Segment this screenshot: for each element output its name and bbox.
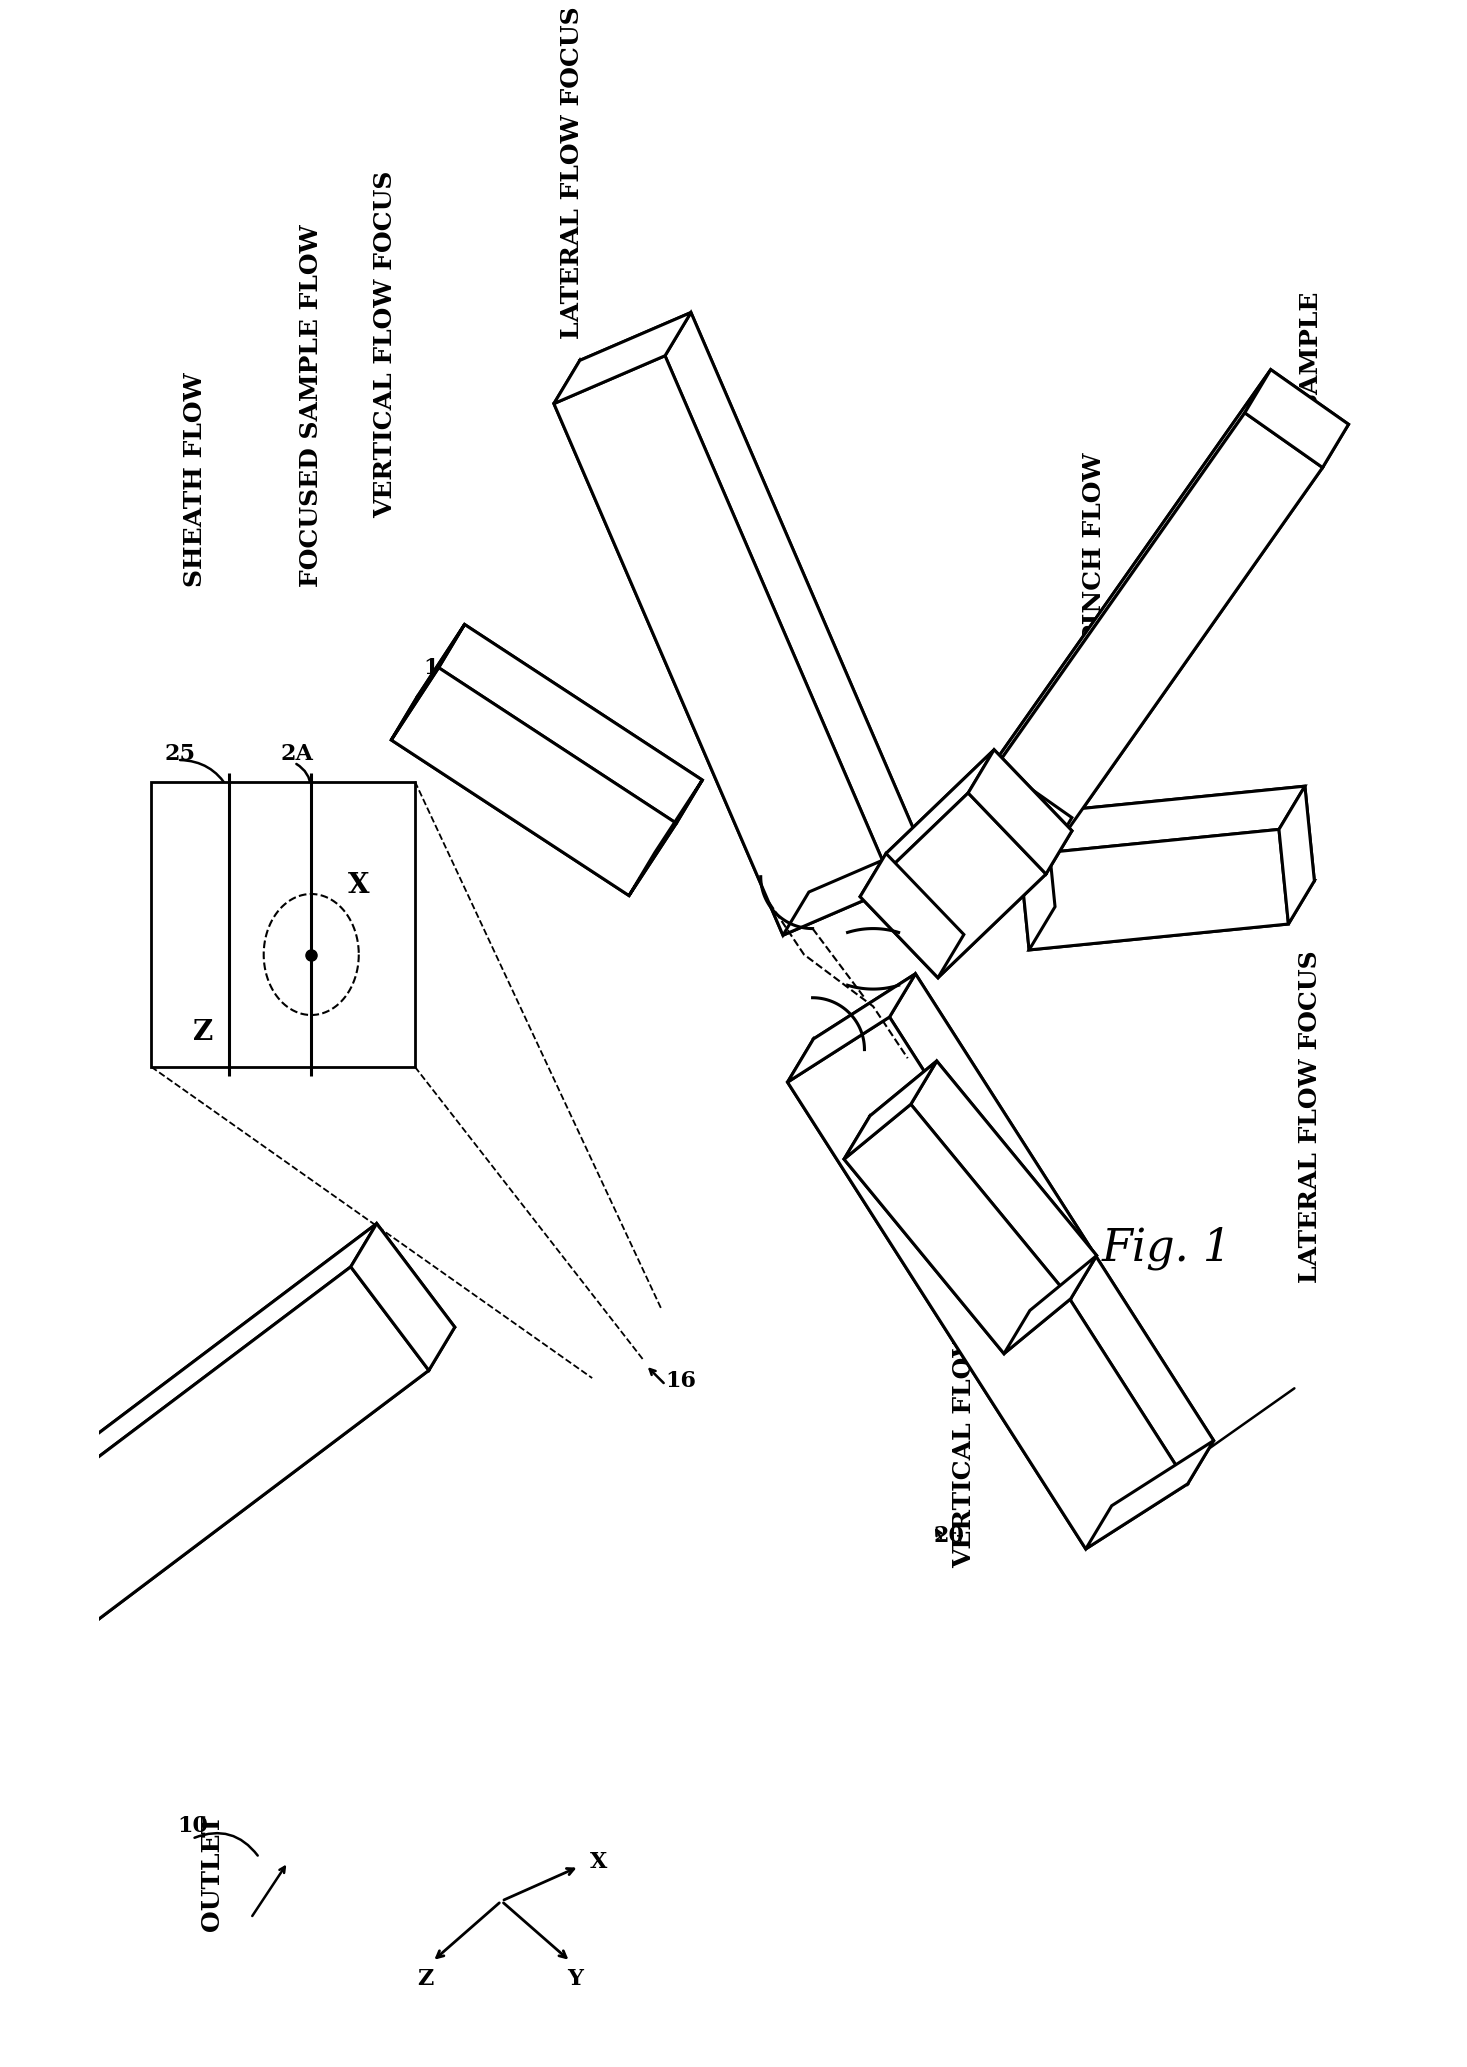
Text: 10: 10 [178, 1815, 208, 1838]
Polygon shape [15, 1327, 455, 1683]
Text: FOCUSED SAMPLE FLOW: FOCUSED SAMPLE FLOW [299, 225, 323, 587]
Polygon shape [968, 413, 1323, 860]
Polygon shape [814, 974, 1213, 1505]
Polygon shape [1030, 881, 1314, 951]
Polygon shape [555, 312, 691, 403]
Polygon shape [151, 781, 415, 1067]
Text: 16: 16 [666, 1370, 697, 1391]
Text: 12: 12 [1267, 463, 1300, 484]
Polygon shape [392, 668, 676, 895]
Polygon shape [439, 624, 703, 823]
Polygon shape [417, 624, 703, 852]
Polygon shape [889, 974, 1213, 1484]
Polygon shape [860, 750, 995, 897]
Text: VERTICAL FLOW FOCUS: VERTICAL FLOW FOCUS [373, 172, 396, 519]
Polygon shape [860, 794, 1046, 978]
Polygon shape [1020, 829, 1288, 951]
Polygon shape [844, 1060, 937, 1160]
Text: 15: 15 [618, 401, 648, 424]
Text: X: X [348, 872, 370, 899]
Polygon shape [860, 854, 964, 978]
Text: VERTICAL FLOW FOCUS: VERTICAL FLOW FOCUS [952, 1222, 976, 1569]
Polygon shape [788, 1040, 1112, 1548]
Polygon shape [351, 1224, 455, 1370]
Text: 25: 25 [164, 742, 195, 765]
Polygon shape [555, 360, 808, 934]
Polygon shape [937, 831, 1072, 978]
Polygon shape [788, 974, 915, 1083]
Text: LATERAL FLOW FOCUS: LATERAL FLOW FOCUS [1298, 951, 1322, 1284]
Polygon shape [968, 750, 1072, 874]
Polygon shape [1086, 1441, 1213, 1548]
Text: Z: Z [194, 1019, 213, 1046]
Polygon shape [0, 1267, 428, 1683]
Polygon shape [579, 312, 920, 893]
Polygon shape [1279, 785, 1314, 924]
Polygon shape [844, 1116, 1030, 1354]
Polygon shape [0, 1224, 455, 1639]
Text: 20: 20 [933, 1525, 964, 1548]
Polygon shape [392, 624, 465, 740]
Text: 2A: 2A [282, 742, 314, 765]
Polygon shape [665, 312, 920, 887]
Polygon shape [0, 1224, 377, 1579]
Polygon shape [1046, 424, 1348, 860]
Text: Z: Z [417, 1968, 433, 1991]
Polygon shape [392, 697, 654, 895]
Text: Y: Y [566, 1968, 582, 1991]
Text: SHEATH FLOW: SHEATH FLOW [182, 372, 207, 587]
Polygon shape [995, 370, 1348, 819]
Text: Fig. 1: Fig. 1 [1102, 1226, 1232, 1269]
Polygon shape [886, 750, 1072, 934]
Polygon shape [783, 843, 920, 934]
Polygon shape [968, 763, 1072, 860]
Text: PINCH FLOW: PINCH FLOW [1081, 453, 1106, 643]
Text: 22: 22 [1225, 444, 1256, 467]
Polygon shape [0, 1536, 41, 1683]
Text: 14: 14 [1046, 773, 1077, 796]
Text: OUTLET: OUTLET [200, 1815, 224, 1931]
Text: X: X [590, 1852, 607, 1873]
Polygon shape [968, 370, 1270, 806]
Polygon shape [788, 1017, 1188, 1548]
Text: SAMPLE: SAMPLE [1298, 289, 1322, 409]
Polygon shape [844, 1104, 1071, 1354]
Polygon shape [870, 1060, 1097, 1310]
Polygon shape [555, 356, 893, 934]
Polygon shape [1020, 785, 1306, 856]
Polygon shape [911, 1060, 1097, 1298]
Polygon shape [1003, 1255, 1097, 1354]
Text: 18: 18 [424, 657, 455, 678]
Polygon shape [1046, 785, 1314, 907]
Polygon shape [629, 779, 703, 895]
Polygon shape [1245, 370, 1348, 467]
Polygon shape [1020, 812, 1055, 951]
Text: LATERAL FLOW FOCUS: LATERAL FLOW FOCUS [560, 6, 584, 339]
